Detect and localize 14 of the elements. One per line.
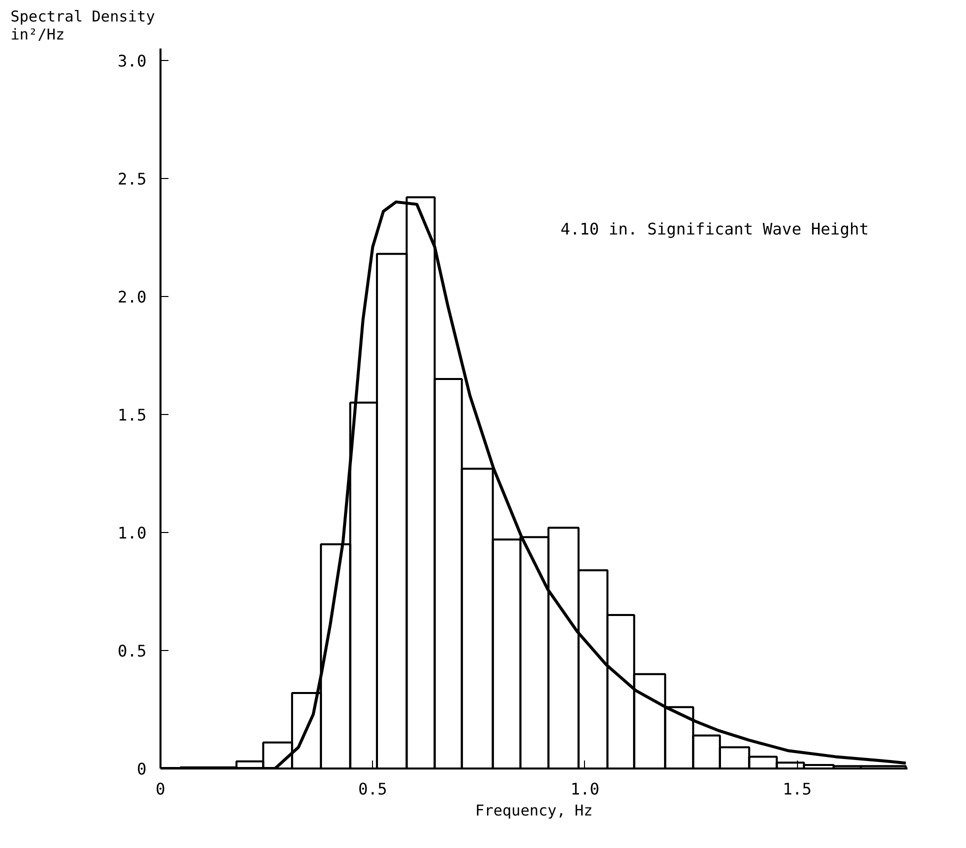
x-tick-label: 0 [156, 780, 166, 798]
y-tick-label: 0.5 [118, 641, 147, 660]
annotation: 4.10 in. Significant Wave Height [560, 220, 869, 238]
y-axis-title: Spectral Density in²/Hz [10, 8, 155, 44]
y-tick-label: 3.0 [118, 51, 147, 70]
x-axis-title: Frequency, Hz [475, 802, 593, 820]
y-tick-label: 0 [136, 760, 147, 778]
x-tick-label: 1.5 [782, 780, 812, 798]
x-tick-label: 0.5 [358, 780, 388, 798]
y-tick-label: 2.0 [118, 287, 147, 306]
y-tick-label: 2.5 [118, 169, 147, 188]
x-tick-label: 1.0 [570, 780, 600, 798]
y-tick-label: 1.0 [118, 523, 147, 542]
y-tick-label: 1.5 [118, 405, 147, 424]
